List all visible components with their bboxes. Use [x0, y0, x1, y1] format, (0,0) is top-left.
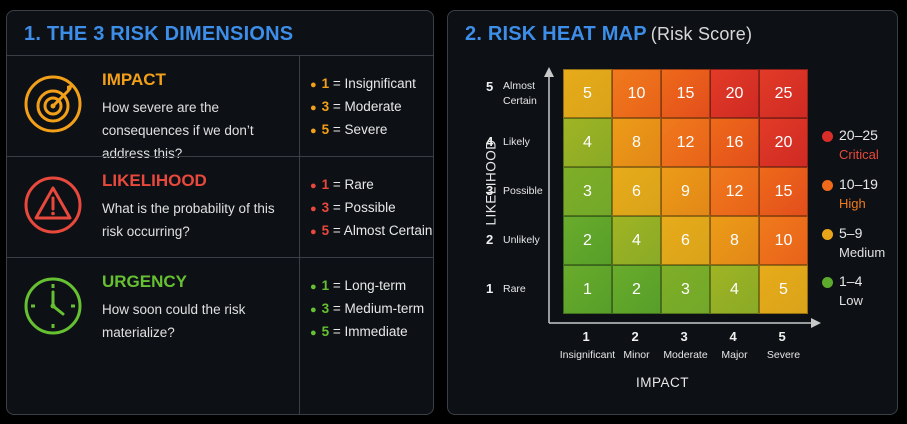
- x-tick-number: 5: [778, 329, 786, 344]
- scale-item: ● 3 = Medium-term: [310, 301, 425, 316]
- dimension-question: How soon could the risk materialize?: [102, 302, 246, 340]
- scale-item: ● 1 = Rare: [310, 177, 374, 192]
- panel-subtitle: (Risk Score): [650, 24, 753, 44]
- scale-item: ● 1 = Long-term: [310, 278, 407, 293]
- legend-range: 10–19: [839, 176, 878, 192]
- heat-cell: 2: [563, 216, 612, 265]
- y-tick-number: 3: [486, 182, 494, 198]
- dimension-question: What is the probability of this risk occ…: [102, 201, 275, 239]
- x-tick-number: 4: [729, 329, 737, 344]
- heat-cell: 25: [759, 69, 808, 118]
- heat-cell: 9: [661, 167, 710, 216]
- legend-label: Low: [839, 293, 863, 308]
- scale-item: ● 5 = Immediate: [310, 324, 408, 339]
- heat-map-panel: 2. RISK HEAT MAP (Risk Score) 5 10 15 20 25 4 8…: [447, 10, 898, 415]
- dimension-name: LIKELIHOOD: [102, 171, 207, 190]
- scale-item: ● 1 = Insignificant: [310, 76, 416, 91]
- y-axis-title: LIKELIHOOD: [483, 139, 499, 226]
- panel-title: 1. THE 3 RISK DIMENSIONS: [24, 23, 294, 45]
- panel-title-main: 2. RISK HEAT MAP: [465, 23, 647, 45]
- y-tick-label: Almost Certain: [503, 79, 537, 107]
- x-tick-number: 3: [680, 329, 688, 344]
- heat-cell: 15: [759, 167, 808, 216]
- legend-range: 5–9: [839, 225, 863, 241]
- legend-label: Critical: [839, 147, 879, 162]
- heat-cell: 1: [563, 265, 612, 314]
- scale-item: ● 3 = Possible: [310, 200, 396, 215]
- y-tick-label: Likely: [503, 135, 530, 148]
- heat-cell: 20: [710, 69, 759, 118]
- dimension-scale: ● 1 = Rare ● 3 = Possible ● 5 = Almost Cert…: [310, 173, 432, 242]
- heat-cell: 10: [759, 216, 808, 265]
- dimension-urgency: URGENCY How soon could the risk material…: [7, 257, 433, 359]
- y-tick-label: Rare: [503, 282, 526, 295]
- heat-cell: 5: [759, 265, 808, 314]
- dimension-question: How severe are the consequences if we do…: [102, 100, 254, 161]
- axes: [544, 67, 821, 328]
- y-tick-number: 5: [486, 78, 494, 94]
- heat-cell: 6: [661, 216, 710, 265]
- x-tick-number: 1: [582, 329, 590, 344]
- x-tick-label: Moderate: [663, 349, 708, 361]
- clock-icon: [24, 277, 82, 335]
- heat-cell: 20: [759, 118, 808, 167]
- heat-cell: 3: [661, 265, 710, 314]
- dimension-likelihood: LIKELIHOOD What is the probability of th…: [7, 156, 433, 258]
- y-axis-arrow: [544, 67, 554, 77]
- y-tick-label: Possible: [503, 184, 543, 197]
- panel-title: 2. RISK HEAT MAP (Risk Score): [465, 23, 752, 46]
- heat-cell: 12: [710, 167, 759, 216]
- legend-label: Medium: [839, 245, 886, 260]
- dimension-scale: ● 1 = Insignificant ● 3 = Moderate ● 5 = Se…: [310, 72, 416, 141]
- legend-swatch: [822, 229, 833, 240]
- heat-cell: 8: [710, 216, 759, 265]
- x-tick-label: Insignificant: [559, 349, 616, 361]
- target-icon: [24, 75, 82, 133]
- y-tick-number: 2: [486, 231, 494, 247]
- heat-cell: 2: [612, 265, 661, 314]
- heat-cell: 3: [563, 167, 612, 216]
- x-tick-label: Severe: [766, 349, 801, 361]
- y-tick-number: 1: [486, 280, 494, 296]
- y-tick-label: Unlikely: [503, 233, 540, 246]
- dimension-impact: IMPACT How severe are the consequences i…: [7, 55, 433, 161]
- scale-item: ● 5 = Severe: [310, 122, 388, 137]
- legend-range: 1–4: [839, 273, 863, 289]
- legend-swatch: [822, 277, 833, 288]
- x-axis-title: IMPACT: [636, 375, 689, 390]
- legend-label: High: [839, 196, 866, 211]
- warning-icon: [24, 176, 82, 234]
- heat-cell: 15: [661, 69, 710, 118]
- heat-cell: 8: [612, 118, 661, 167]
- dimension-name: URGENCY: [102, 272, 188, 291]
- legend-swatch: [822, 131, 833, 142]
- scale-item: ● 5 = Almost Certain: [310, 223, 433, 238]
- risk-dimensions-panel: 1. THE 3 RISK DIMENSIONS IMPACT How seve…: [6, 10, 434, 415]
- heat-cell: 16: [710, 118, 759, 167]
- x-tick-label: Minor: [623, 349, 650, 361]
- heat-map-grid: 5 10 15 20 25 4 8 12 16 20 3 6 9 12 15 2 4 6 8 10 1 2 3 4 5: [563, 69, 808, 314]
- scale-item: ● 3 = Moderate: [310, 99, 402, 114]
- column-divider: [299, 55, 300, 415]
- y-tick-number: 4: [486, 133, 494, 149]
- dimension-scale: ● 1 = Long-term ● 3 = Medium-term ● 5 = Imm…: [310, 274, 424, 343]
- dimension-name: IMPACT: [102, 70, 166, 89]
- heat-cell: 5: [563, 69, 612, 118]
- legend-range: 20–25: [839, 127, 878, 143]
- x-tick-label: Major: [721, 349, 748, 361]
- legend-swatch: [822, 180, 833, 191]
- heat-cell: 12: [661, 118, 710, 167]
- heat-cell: 4: [563, 118, 612, 167]
- heat-cell: 4: [612, 216, 661, 265]
- heat-cell: 6: [612, 167, 661, 216]
- heat-cell: 10: [612, 69, 661, 118]
- heat-cell: 4: [710, 265, 759, 314]
- x-axis-arrow: [811, 318, 821, 328]
- x-tick-number: 2: [631, 329, 639, 344]
